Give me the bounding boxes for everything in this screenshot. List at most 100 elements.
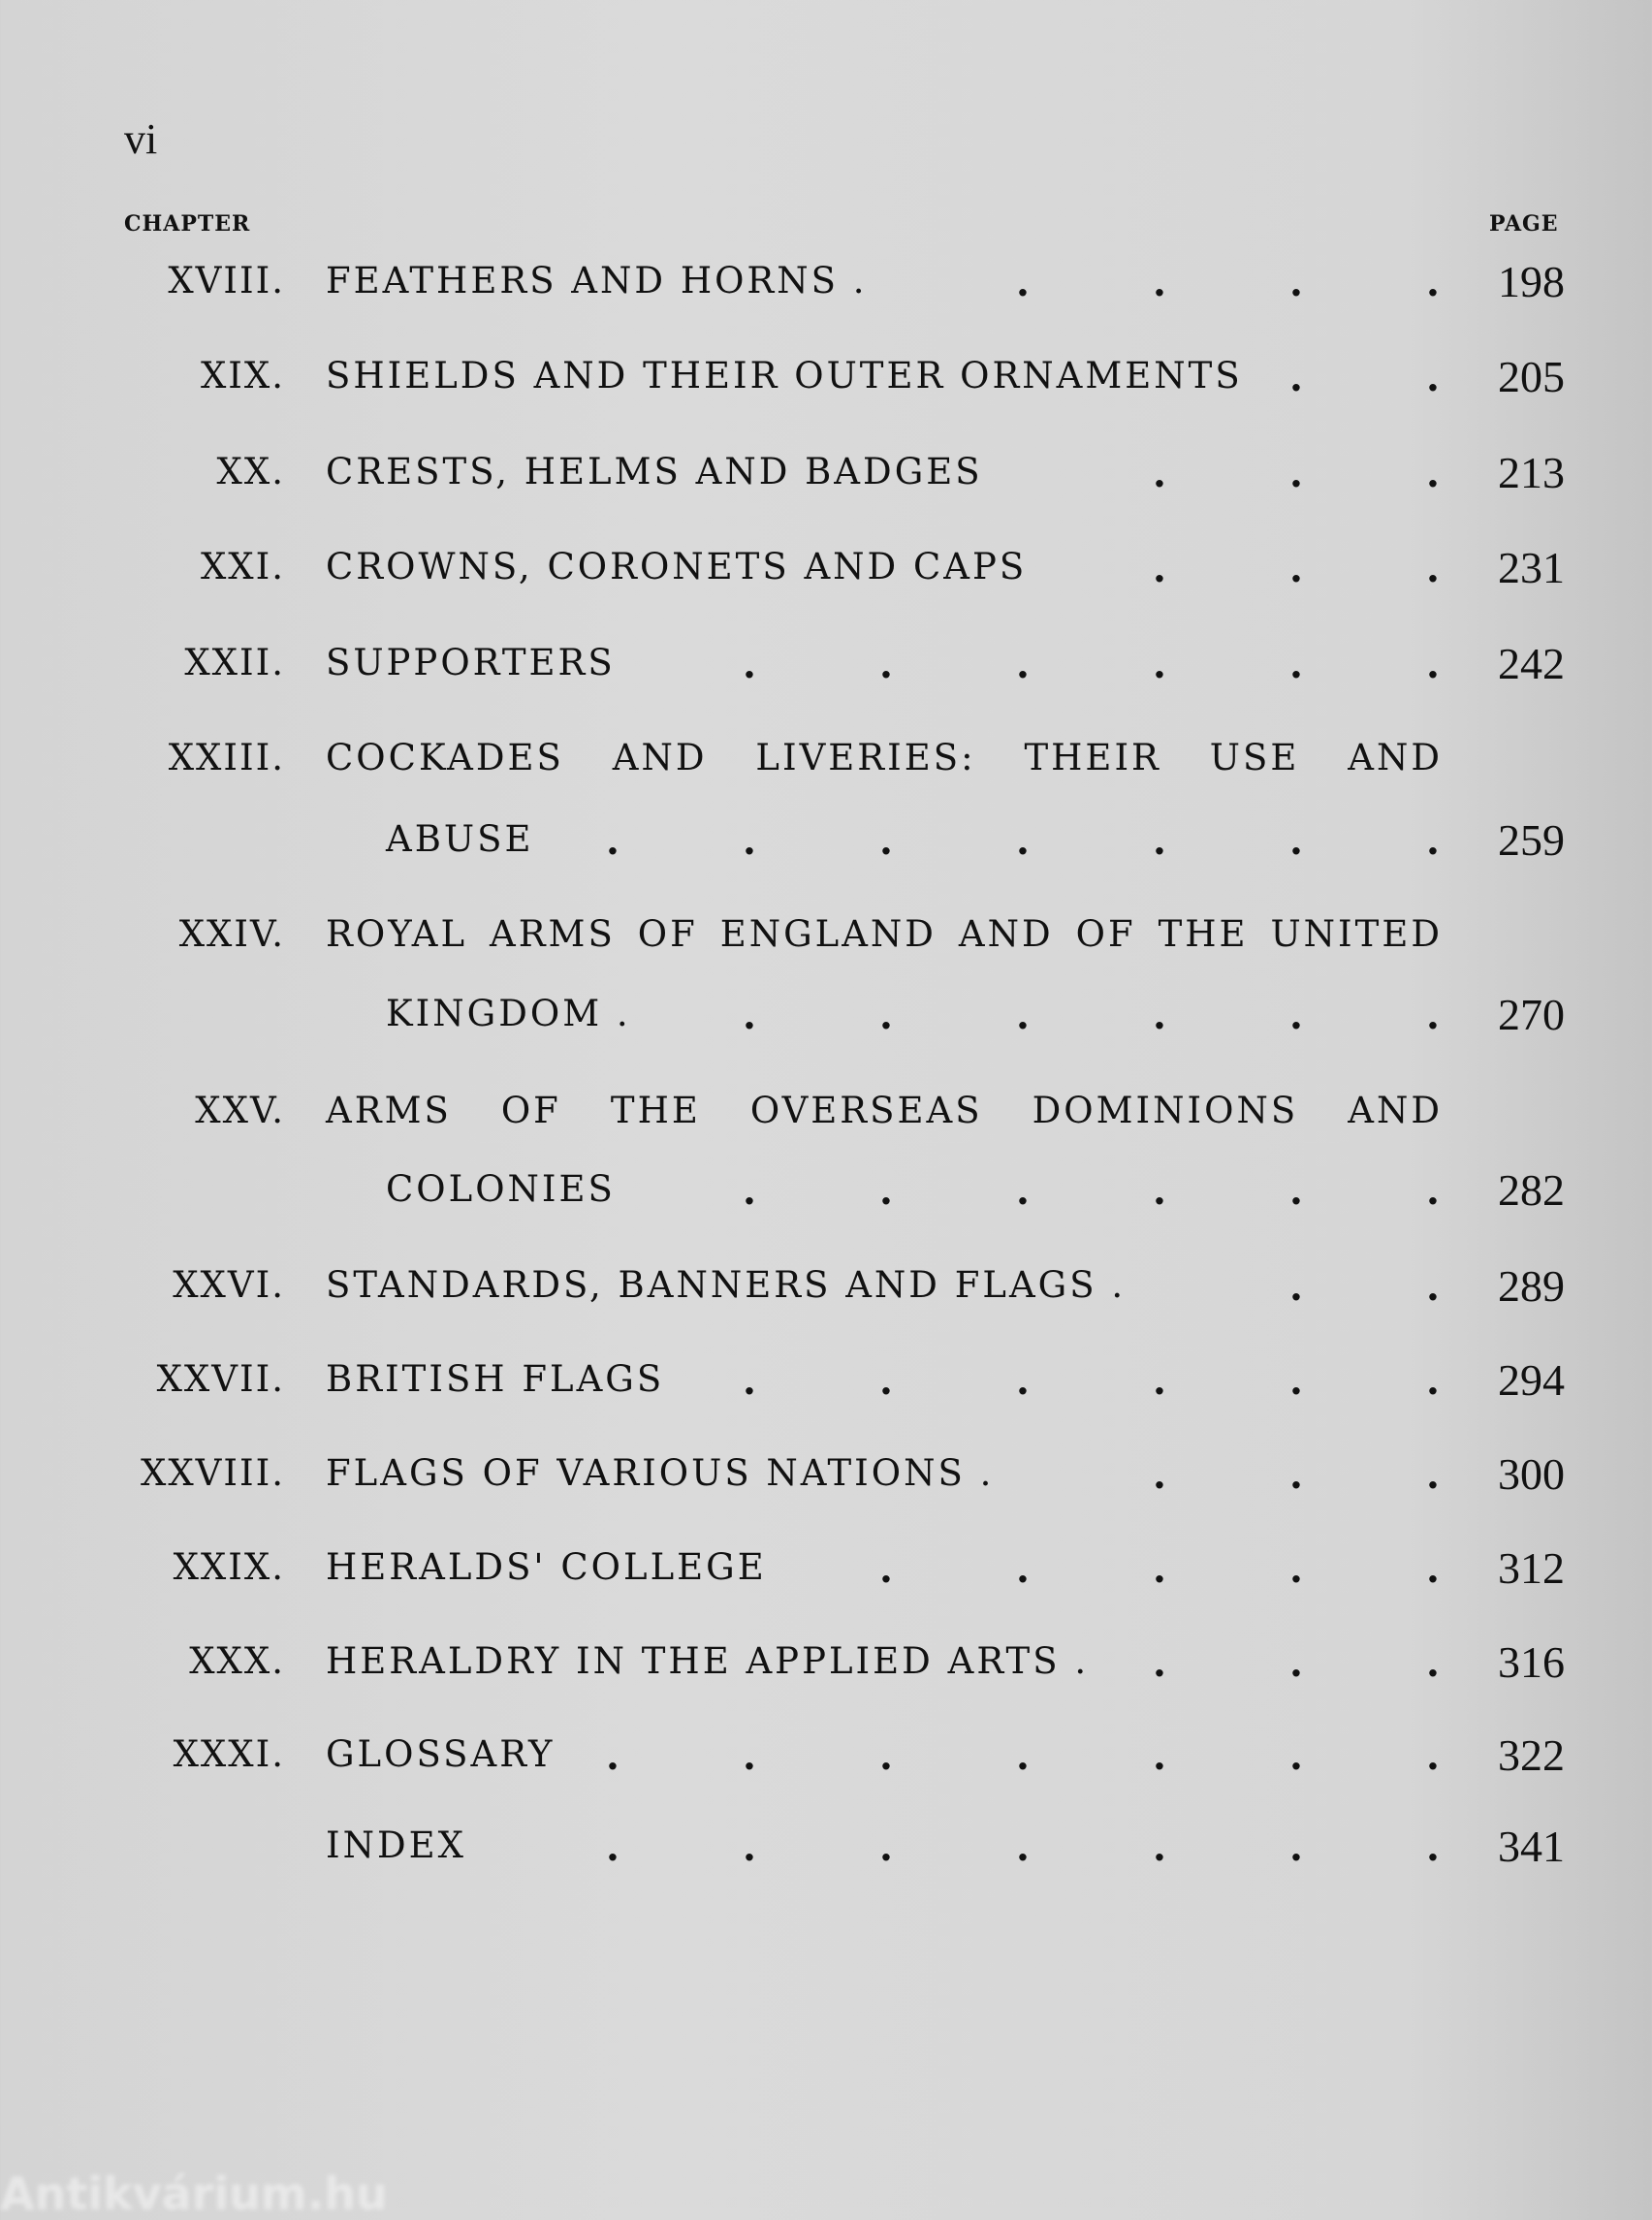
toc-entry: INDEX 341....... bbox=[0, 1822, 1652, 1883]
chapter-title: STANDARDS, BANNERS AND FLAGS . bbox=[326, 1264, 1127, 1306]
chapter-number: XVIII. bbox=[168, 260, 285, 301]
dot-leader: . bbox=[1153, 1546, 1166, 1592]
dot-leader: . bbox=[1289, 1168, 1303, 1214]
toc-entry: XXI. CROWNS, CORONETS AND CAPS 231... bbox=[0, 543, 1652, 604]
chapter-title-continuation: ABUSE bbox=[386, 818, 534, 860]
chapter-title: SHIELDS AND THEIR OUTER ORNAMENTS bbox=[326, 355, 1243, 396]
dot-leader: . bbox=[1016, 1168, 1030, 1214]
toc-entry: XXXI. GLOSSARY 322....... bbox=[0, 1730, 1652, 1792]
dot-leader: . bbox=[1289, 1452, 1303, 1498]
dot-leader: . bbox=[1153, 818, 1166, 864]
dot-leader: . bbox=[1426, 355, 1440, 400]
chapter-number: XIX. bbox=[200, 355, 285, 396]
dot-leader: . bbox=[743, 1168, 756, 1214]
chapter-number: XXVI. bbox=[173, 1264, 285, 1306]
chapter-title: HERALDRY IN THE APPLIED ARTS . bbox=[326, 1640, 1090, 1682]
dot-leader: . bbox=[1153, 451, 1166, 496]
dot-leader: . bbox=[1016, 1733, 1030, 1779]
dot-leader: . bbox=[1426, 546, 1440, 591]
dot-leader: . bbox=[879, 818, 893, 864]
toc-entry: XXIII. COCKADES AND LIVERIES: THEIR USE A… bbox=[0, 737, 1652, 795]
chapter-number: XXXI. bbox=[173, 1733, 285, 1775]
dot-leader: . bbox=[1289, 642, 1303, 687]
page-number: 242 bbox=[1498, 639, 1565, 688]
chapter-number: XXVII. bbox=[156, 1358, 285, 1400]
page-number: 300 bbox=[1498, 1449, 1565, 1499]
dot-leader: . bbox=[1289, 1358, 1303, 1404]
toc-entry: XVIII. FEATHERS AND HORNS . 198.... bbox=[0, 257, 1652, 318]
dot-leader: . bbox=[1426, 1264, 1440, 1310]
chapter-title: FLAGS OF VARIOUS NATIONS . bbox=[326, 1452, 995, 1494]
watermark: Antikvárium.hu bbox=[0, 2168, 388, 2220]
dot-leader: . bbox=[879, 993, 893, 1038]
dot-leader: . bbox=[1426, 993, 1440, 1038]
chapter-title: BRITISH FLAGS bbox=[326, 1358, 665, 1400]
chapter-number: XXII. bbox=[184, 642, 285, 683]
dot-leader: . bbox=[1016, 1824, 1030, 1870]
dot-leader: . bbox=[743, 818, 756, 864]
chapter-column-label: CHAPTER bbox=[124, 211, 251, 237]
page-column-label: PAGE bbox=[1489, 211, 1559, 237]
page-number: 205 bbox=[1498, 352, 1565, 401]
dot-leader: . bbox=[1153, 1358, 1166, 1404]
toc-entry-continuation: COLONIES 282...... bbox=[0, 1165, 1652, 1226]
page-number: 312 bbox=[1498, 1543, 1565, 1593]
chapter-title: CROWNS, CORONETS AND CAPS bbox=[326, 546, 1028, 587]
toc-entry: XXIX. HERALDS' COLLEGE 312..... bbox=[0, 1543, 1652, 1604]
dot-leader: . bbox=[606, 818, 620, 864]
page-folio: vi bbox=[124, 115, 158, 163]
dot-leader: . bbox=[1016, 993, 1030, 1038]
dot-leader: . bbox=[1153, 546, 1166, 591]
toc-entry: XXIV. ROYAL ARMS OF ENGLAND AND OF THE UN… bbox=[0, 913, 1652, 971]
dot-leader: . bbox=[1153, 1452, 1166, 1498]
dot-leader: . bbox=[1289, 1264, 1303, 1310]
dot-leader: . bbox=[1289, 355, 1303, 400]
chapter-title: COCKADES AND LIVERIES: THEIR USE AND bbox=[326, 737, 1443, 778]
dot-leader: . bbox=[1289, 260, 1303, 305]
dot-leader: . bbox=[1426, 1452, 1440, 1498]
chapter-title: FEATHERS AND HORNS . bbox=[326, 260, 868, 301]
dot-leader: . bbox=[879, 1168, 893, 1214]
dot-leader: . bbox=[1016, 1358, 1030, 1404]
toc-entry: XXVII. BRITISH FLAGS 294...... bbox=[0, 1355, 1652, 1416]
dot-leader: . bbox=[1153, 1168, 1166, 1214]
dot-leader: . bbox=[1289, 1546, 1303, 1592]
dot-leader: . bbox=[1426, 451, 1440, 496]
dot-leader: . bbox=[879, 1733, 893, 1779]
dot-leader: . bbox=[879, 642, 893, 687]
dot-leader: . bbox=[743, 993, 756, 1038]
toc-entry: XXVIII. FLAGS OF VARIOUS NATIONS . 300... bbox=[0, 1449, 1652, 1510]
page-number: 231 bbox=[1498, 543, 1565, 592]
dot-leader: . bbox=[1016, 260, 1030, 305]
dot-leader: . bbox=[1426, 1733, 1440, 1779]
toc-entry: XIX. SHIELDS AND THEIR OUTER ORNAMENTS 205… bbox=[0, 352, 1652, 413]
page-number: 322 bbox=[1498, 1730, 1565, 1780]
dot-leader: . bbox=[1289, 546, 1303, 591]
chapter-number: XXIII. bbox=[168, 737, 285, 778]
dot-leader: . bbox=[1016, 642, 1030, 687]
chapter-number: XXX. bbox=[189, 1640, 285, 1682]
dot-leader: . bbox=[1289, 1733, 1303, 1779]
dot-leader: . bbox=[1153, 1824, 1166, 1870]
page-number: 259 bbox=[1498, 815, 1565, 865]
page-number: 213 bbox=[1498, 448, 1565, 497]
dot-leader: . bbox=[743, 1358, 756, 1404]
chapter-title: CRESTS, HELMS AND BADGES bbox=[326, 451, 983, 492]
chapter-title: SUPPORTERS bbox=[326, 642, 616, 683]
chapter-number: XXIV. bbox=[178, 913, 285, 955]
toc-entry: XXVI. STANDARDS, BANNERS AND FLAGS . 289.. bbox=[0, 1261, 1652, 1322]
chapter-number: XXVIII. bbox=[140, 1452, 285, 1494]
chapter-number: XXIX. bbox=[173, 1546, 285, 1588]
page-number: 198 bbox=[1498, 257, 1565, 306]
chapter-title: ARMS OF THE OVERSEAS DOMINIONS AND bbox=[326, 1090, 1443, 1131]
toc-entry: XXX. HERALDRY IN THE APPLIED ARTS . 316... bbox=[0, 1637, 1652, 1698]
page-number: 294 bbox=[1498, 1355, 1565, 1405]
chapter-title-continuation: KINGDOM . bbox=[386, 993, 631, 1034]
dot-leader: . bbox=[1153, 993, 1166, 1038]
page-number: 341 bbox=[1498, 1822, 1565, 1871]
page-number: 289 bbox=[1498, 1261, 1565, 1311]
dot-leader: . bbox=[1289, 451, 1303, 496]
dot-leader: . bbox=[1426, 1546, 1440, 1592]
chapter-number: XX. bbox=[216, 451, 285, 492]
dot-leader: . bbox=[1016, 818, 1030, 864]
